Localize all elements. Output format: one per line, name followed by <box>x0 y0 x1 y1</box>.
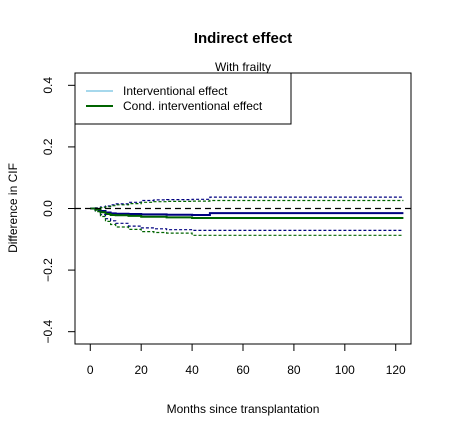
x-tick-label: 60 <box>236 363 250 377</box>
y-tick-label: −0.4 <box>41 320 55 344</box>
chart-subtitle: With frailty <box>215 60 271 74</box>
series-line-5-dotted <box>90 207 404 236</box>
x-tick-label: 40 <box>185 363 199 377</box>
series-line-4-dotted <box>90 199 404 210</box>
series-line-1-solid <box>90 207 404 219</box>
x-axis-label: Months since transplantation <box>167 402 320 416</box>
y-tick-label: 0.4 <box>41 77 55 94</box>
series-layer <box>90 196 404 236</box>
y-tick-label: 0.0 <box>41 200 55 217</box>
y-tick-label: 0.2 <box>41 138 55 155</box>
x-tick-label: 20 <box>135 363 149 377</box>
legend-label-cond-interventional: Cond. interventional effect <box>123 99 263 113</box>
series-line-0-solid <box>90 207 404 216</box>
series-line-2-dotted <box>90 196 404 210</box>
y-axis: −0.4 −0.2 0.0 0.2 0.4 <box>41 77 76 344</box>
series-line-3-dotted <box>90 207 404 231</box>
x-tick-label: 120 <box>386 363 406 377</box>
y-axis-label: Difference in CIF <box>6 163 20 253</box>
y-tick-label: −0.2 <box>41 258 55 282</box>
legend-label-interventional: Interventional effect <box>123 84 228 98</box>
x-tick-label: 80 <box>287 363 301 377</box>
x-tick-label: 100 <box>335 363 355 377</box>
x-axis: 0 20 40 60 80 100 120 <box>87 343 406 377</box>
legend: Interventional effect Cond. intervention… <box>74 72 292 125</box>
chart-title: Indirect effect <box>194 30 292 47</box>
legend-box <box>74 72 292 125</box>
x-tick-label: 0 <box>87 363 94 377</box>
